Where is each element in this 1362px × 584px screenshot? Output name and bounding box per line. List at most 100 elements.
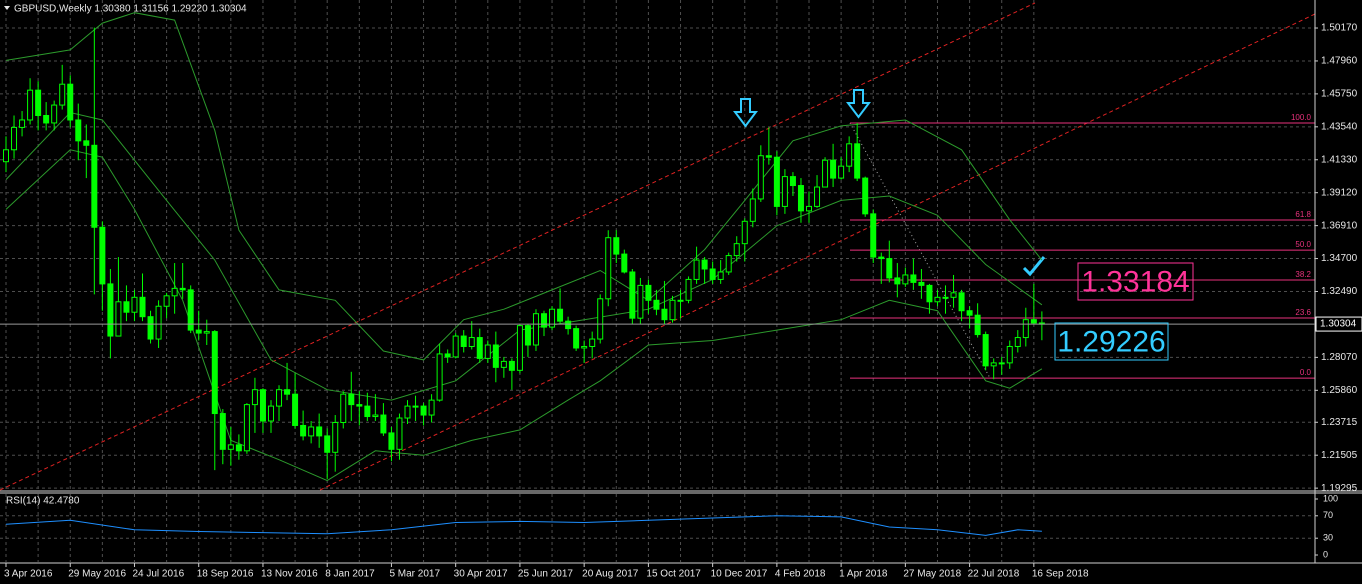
y-tick-label: 1.50170: [1321, 23, 1358, 34]
candle-body: [950, 292, 957, 298]
chart-title: GBPUSD,Weekly 1.30380 1.31156 1.29220 1.…: [14, 4, 247, 15]
y-tick-label: 1.41330: [1321, 154, 1358, 165]
y-tick-label: 1.19295: [1321, 483, 1358, 494]
candle-body: [468, 337, 475, 347]
candle-body: [3, 149, 9, 163]
annotation-box: [1054, 322, 1169, 361]
candle-body: [380, 414, 387, 434]
candle-body: [693, 259, 700, 280]
candle-body: [75, 119, 82, 142]
y-tick-label: 1.39120: [1321, 187, 1358, 198]
candle-body: [958, 292, 965, 312]
candle-body: [990, 362, 997, 367]
candle-body: [597, 298, 604, 340]
candle-body: [219, 413, 226, 450]
candle-body: [725, 255, 732, 273]
rsi-tick-label: 30: [1323, 533, 1333, 543]
candle-body: [709, 268, 716, 280]
candle-body: [340, 393, 347, 423]
x-tick-label: 30 Apr 2017: [454, 569, 508, 580]
y-tick-label: 1.47960: [1321, 56, 1358, 67]
candle-body: [549, 308, 556, 328]
candle-body: [35, 89, 42, 116]
rsi-title: RSI(14) 42.4780: [6, 496, 80, 507]
candle-body: [99, 226, 106, 285]
candle-body: [227, 444, 234, 450]
candle-body: [982, 334, 989, 367]
rsi-line: [5, 515, 1042, 536]
rsi-tick-label: 70: [1323, 510, 1333, 520]
candle-body: [645, 284, 652, 301]
candle-body: [830, 159, 837, 179]
candle-body: [637, 284, 644, 319]
annotation-text: 1.29226: [1057, 325, 1165, 358]
candle-body: [862, 177, 869, 215]
candle-body: [147, 316, 154, 340]
candle-body: [974, 314, 981, 336]
y-tick-label: 1.28070: [1321, 352, 1358, 363]
candle-body: [757, 155, 764, 200]
fib-label: 38.2: [1295, 270, 1311, 279]
candle-body: [11, 126, 18, 151]
candle-body: [1006, 345, 1013, 364]
candle-body: [43, 114, 50, 124]
rsi-tick-label: 0: [1323, 549, 1328, 559]
band-line: [5, 149, 1043, 482]
candle-body: [661, 308, 668, 321]
fib-label: 23.6: [1295, 308, 1311, 317]
candle-body: [886, 258, 893, 279]
fib-label: 0.0: [1300, 368, 1312, 377]
candle-body: [942, 296, 949, 299]
candle-body: [243, 404, 250, 452]
candle-body: [179, 287, 186, 291]
candle-body: [211, 331, 218, 415]
candle-body: [565, 320, 572, 330]
candle-body: [870, 213, 877, 258]
candle-body: [797, 185, 804, 212]
candle-body: [846, 143, 853, 167]
candle-body: [733, 243, 740, 257]
candle-body: [67, 83, 74, 121]
candle-body: [300, 424, 307, 437]
candle-body: [388, 432, 395, 450]
x-tick-label: 22 Jul 2018: [968, 569, 1020, 580]
arrow-down: [846, 89, 871, 119]
candle-body: [452, 335, 459, 358]
candle-body: [115, 301, 122, 337]
x-tick-label: 8 Jan 2017: [325, 569, 375, 580]
candle-body: [822, 159, 829, 188]
candle-body: [123, 301, 130, 313]
candle-body: [348, 393, 355, 406]
annotation-box: [1077, 262, 1194, 301]
candle-body: [131, 296, 138, 313]
labels: 1.30304 1.33184 1.29226: [0, 262, 1362, 361]
x-tick-label: 18 Sep 2016: [197, 569, 254, 580]
menu-triangle: [4, 6, 10, 10]
fib-label: 50.0: [1295, 240, 1311, 249]
x-tick-label: 16 Sep 2018: [1032, 569, 1089, 580]
channel-line: [0, 2, 1036, 491]
candle-body: [372, 414, 379, 418]
y-tick-label: 1.43540: [1321, 121, 1358, 132]
candle-body: [155, 305, 162, 340]
candle-body: [765, 155, 772, 158]
candle-body: [926, 284, 933, 303]
annotation-text: 1.33184: [1081, 265, 1189, 298]
x-tick-label: 27 May 2018: [903, 569, 961, 580]
check-mark: [1022, 256, 1046, 277]
x-tick-label: 10 Dec 2017: [711, 569, 768, 580]
candle-body: [621, 253, 628, 273]
current-price-label: 1.30304: [1320, 319, 1357, 330]
candle-body: [476, 337, 483, 359]
candle-body: [814, 186, 821, 207]
fib-label: 61.8: [1295, 210, 1311, 219]
fib-trend-line: [849, 122, 991, 379]
candle-body: [364, 405, 371, 418]
grid: [0, 0, 1315, 562]
candle-body: [460, 335, 467, 347]
candle-body: [589, 338, 596, 347]
candle-body: [396, 417, 403, 450]
candle-body: [854, 143, 861, 179]
y-tick-label: 1.45750: [1321, 89, 1358, 100]
